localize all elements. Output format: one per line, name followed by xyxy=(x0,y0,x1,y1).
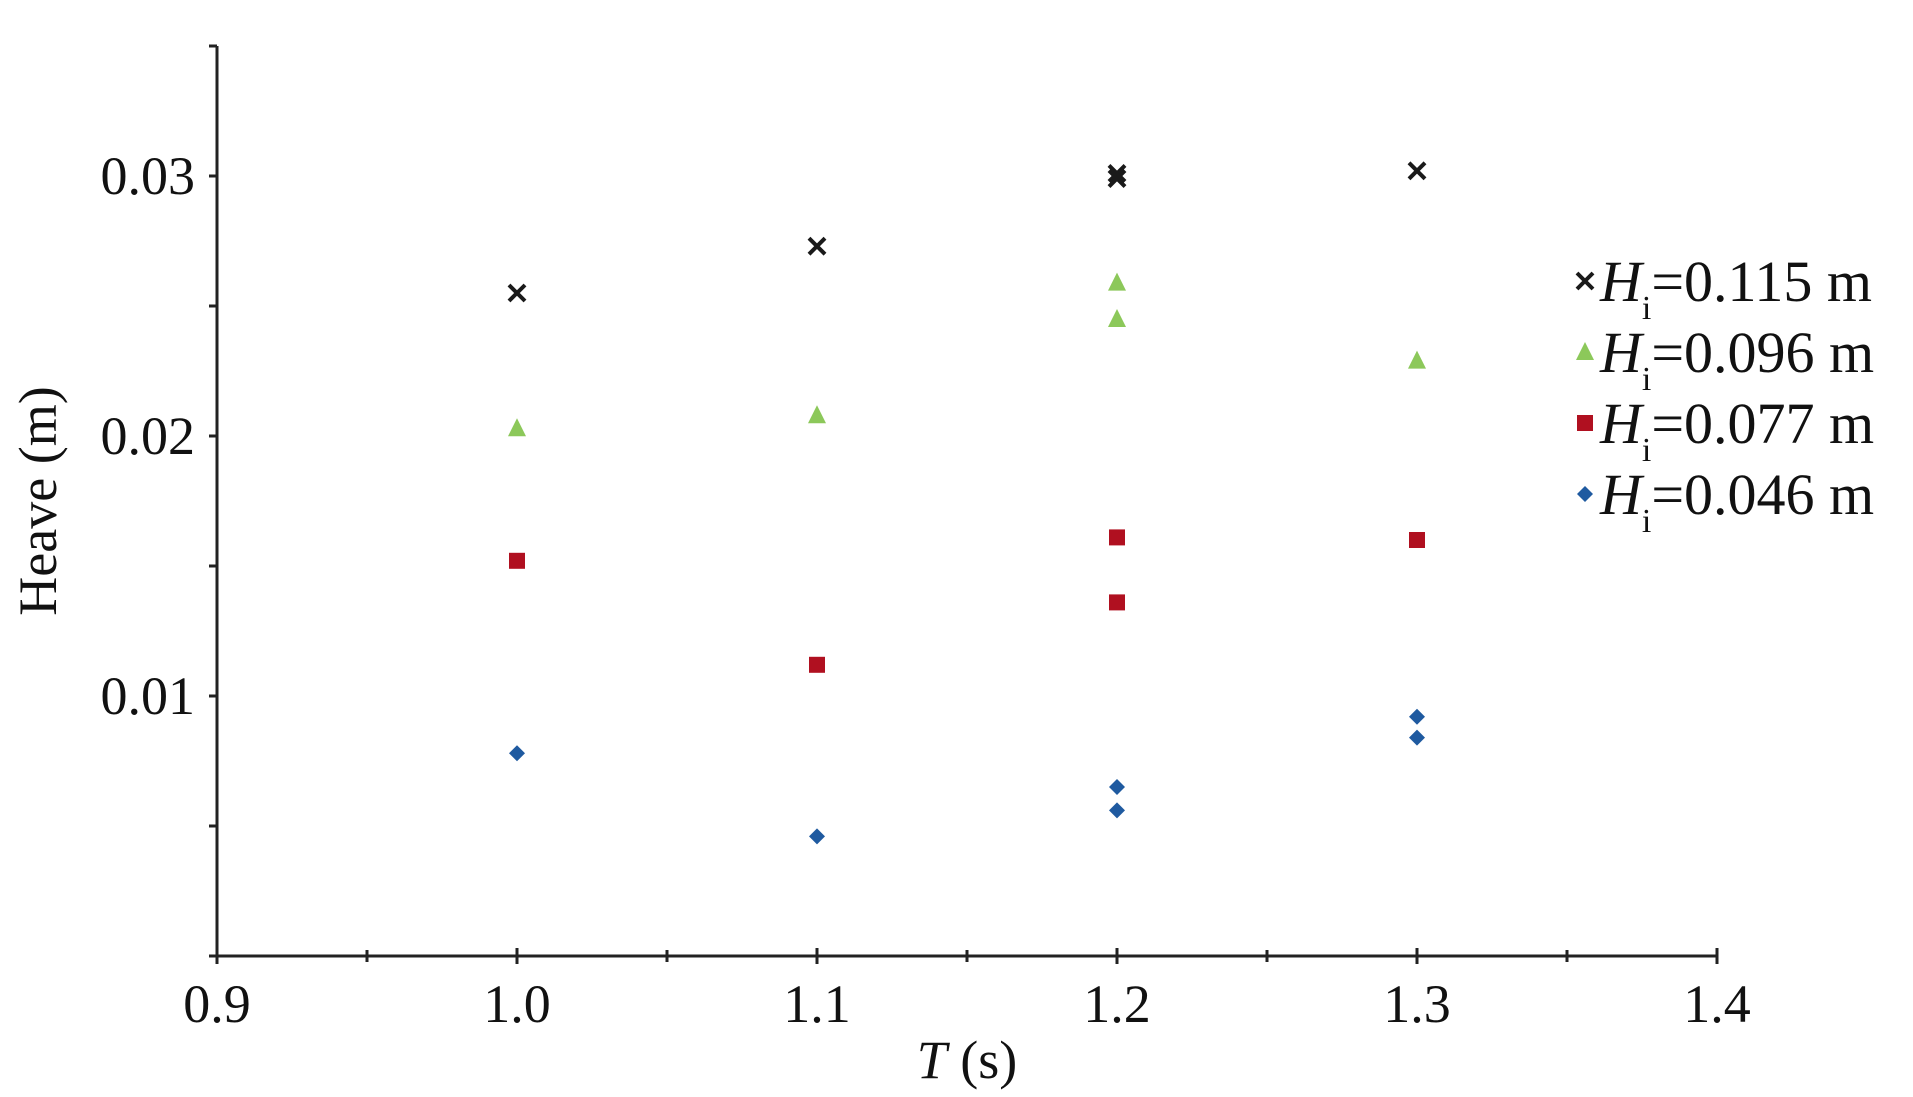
x-axis-label-italic: T xyxy=(917,1030,951,1090)
y-tick-label: 0.02 xyxy=(101,406,196,466)
x-tick-label: 1.3 xyxy=(1383,974,1451,1034)
y-tick-label: 0.03 xyxy=(101,146,196,206)
point xyxy=(1109,594,1125,611)
legend-rest: =0.046 m xyxy=(1651,462,1874,527)
y-axis-label: Heave (m) xyxy=(8,386,68,615)
legend-marker xyxy=(1576,342,1594,360)
point xyxy=(509,552,525,569)
x-tick-label: 1.0 xyxy=(483,974,551,1034)
legend-label: Hi=0.115 m xyxy=(1599,249,1872,327)
point xyxy=(1107,169,1127,189)
legend-label: Hi=0.096 m xyxy=(1599,320,1874,398)
legend-sub: i xyxy=(1642,503,1651,540)
point xyxy=(808,405,826,424)
point xyxy=(1407,161,1427,181)
x-tick-label: 1.4 xyxy=(1683,974,1751,1034)
point xyxy=(507,283,527,303)
point xyxy=(1409,532,1425,548)
legend-sub: i xyxy=(1642,290,1651,327)
legend-label: Hi=0.077 m xyxy=(1599,391,1874,469)
y-tick-label: 0.01 xyxy=(101,666,196,726)
point xyxy=(509,745,525,762)
x-tick-label: 1.1 xyxy=(783,974,851,1034)
point xyxy=(508,418,526,437)
point xyxy=(809,656,825,673)
point xyxy=(807,236,827,256)
legend-rest: =0.096 m xyxy=(1651,320,1874,385)
x-axis-label: T (s) xyxy=(917,1030,1018,1090)
legend-marker xyxy=(1577,486,1593,502)
legend-marker xyxy=(1575,271,1595,291)
point xyxy=(1109,529,1125,546)
point xyxy=(1409,708,1425,725)
legend-italic: H xyxy=(1599,249,1645,314)
legend-label: Hi=0.046 m xyxy=(1599,462,1874,540)
legend-marker xyxy=(1577,415,1593,431)
legend-italic: H xyxy=(1599,320,1645,385)
legend-rest: =0.115 m xyxy=(1651,249,1872,314)
point xyxy=(1109,802,1125,819)
point xyxy=(809,828,825,845)
point xyxy=(1408,350,1426,369)
x-axis-label-rest: (s) xyxy=(947,1030,1017,1090)
point xyxy=(1108,309,1126,327)
legend-italic: H xyxy=(1599,462,1645,527)
legend-italic: H xyxy=(1599,391,1645,456)
point xyxy=(1107,163,1127,183)
point xyxy=(1409,729,1425,746)
legend-sub: i xyxy=(1642,432,1651,469)
x-tick-label: 0.9 xyxy=(183,974,251,1034)
point xyxy=(1109,779,1125,795)
point xyxy=(1108,272,1126,291)
x-tick-label: 1.2 xyxy=(1083,974,1151,1034)
legend-rest: =0.077 m xyxy=(1651,391,1874,456)
legend-sub: i xyxy=(1642,361,1651,398)
